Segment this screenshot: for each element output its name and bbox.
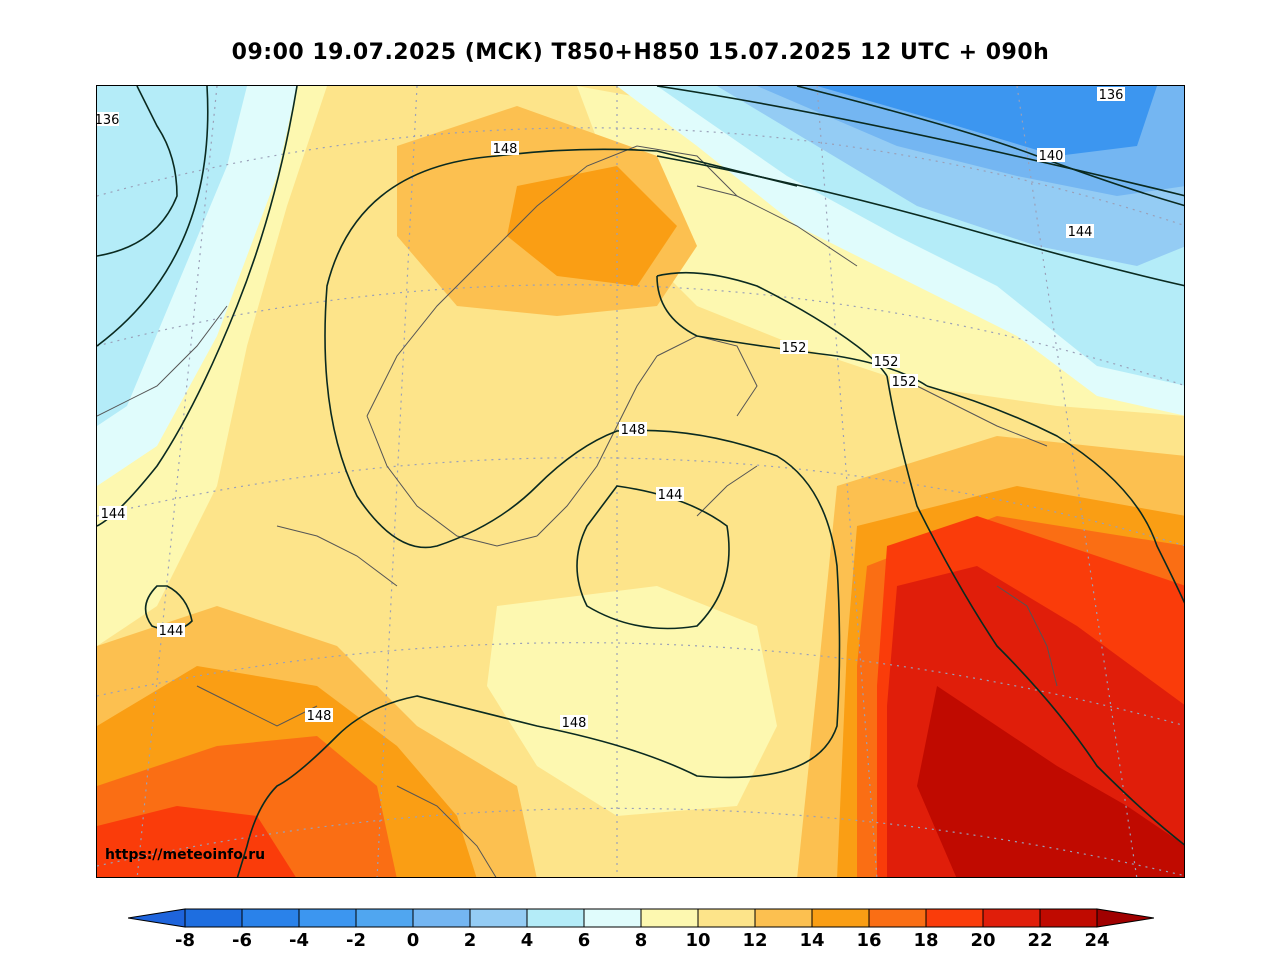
graticule [97,86,1184,877]
colorbar-segment [811,908,870,928]
field-minus4-northeast [817,86,1157,156]
contour-label: 140 [1039,149,1064,164]
colorbar-segment [184,908,243,928]
colorbar-segment [1039,908,1098,928]
contour-label: 148 [493,142,518,157]
colorbar-tick-label: 8 [634,930,648,951]
colorbar-segment [640,908,699,928]
temperature-field-map: 136 136 140 144 144 144 144 148 148 148 … [97,86,1184,877]
colorbar-tick-label: 20 [970,930,996,951]
colorbar-tick-label: -6 [232,930,252,951]
colorbar-tick-label: 24 [1084,930,1110,951]
colorbar-tick-label: 6 [577,930,591,951]
colorbar-segment [298,908,357,928]
contour-label: 152 [892,375,917,390]
contour-label: 152 [874,355,899,370]
contour-label: 144 [101,507,126,522]
colorbar-segment [697,908,756,928]
colorbar-segment [925,908,984,928]
colorbar-tick-label: 18 [913,930,939,951]
colorbar-tick-label: 22 [1027,930,1053,951]
field-4-6-northwest [97,86,247,426]
colorbar-segment [754,908,813,928]
colorbar-segment [868,908,927,928]
coastlines [97,145,1058,877]
contour-label: 144 [1068,225,1093,240]
colorbar-segment [241,908,300,928]
watermark-url: https://meteoinfo.ru [105,847,266,863]
geopotential-contours [97,86,1184,877]
field-over-24-southeast [917,686,1184,877]
colorbar-tick-label: -2 [346,930,366,951]
colorbar-segment [982,908,1041,928]
contour-label-group: 136 136 140 144 144 144 144 148 148 148 … [97,87,1125,731]
colorbar-over-triangle [1096,908,1154,928]
contour-label: 148 [307,709,332,724]
colorbar-tick-label: 10 [685,930,711,951]
colorbar-segment [526,908,585,928]
contour-label: 144 [159,624,184,639]
contour-label: 144 [658,488,683,503]
colorbar-segment [583,908,642,928]
field-20-22-southwest [97,806,296,877]
map-title: 09:00 19.07.2025 (МСК) T850+H850 15.07.2… [231,40,1050,65]
colorbar-tick-label: 4 [520,930,534,951]
colorbar-tick-label: 12 [742,930,768,951]
field-8-10-center [487,586,777,816]
colorbar-segment [469,908,528,928]
colorbar-segment [412,908,471,928]
colorbar-segment [355,908,414,928]
colorbar-tick-label: -4 [289,930,309,951]
contour-label: 148 [621,423,646,438]
colorbar-tick-label: 2 [463,930,477,951]
colorbar-tick-label: 14 [799,930,825,951]
colorbar-tick-label: -8 [175,930,195,951]
colorbar-under-triangle [128,908,186,928]
colorbar [128,908,1154,928]
contour-label: 136 [97,113,119,128]
contour-label: 148 [562,716,587,731]
colorbar-tick-label: 0 [406,930,420,951]
colorbar-tick-label: 16 [856,930,882,951]
map-panel: 136 136 140 144 144 144 144 148 148 148 … [96,85,1185,878]
contour-label: 152 [782,341,807,356]
contour-label: 136 [1099,88,1124,103]
